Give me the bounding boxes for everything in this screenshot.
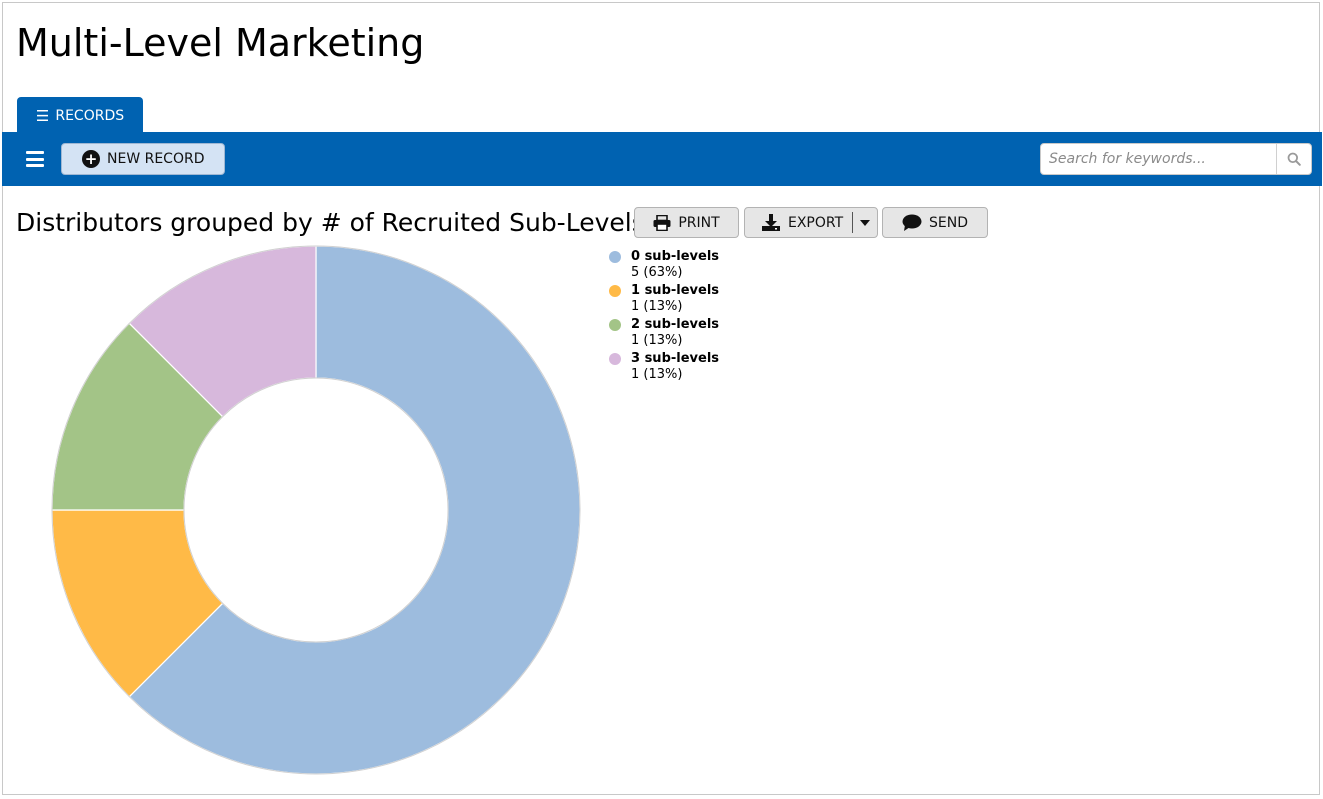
legend-label: 1 sub-levels [631, 283, 720, 298]
legend-dot [609, 353, 621, 365]
export-dropdown-toggle[interactable] [852, 212, 877, 233]
legend-item[interactable]: 1 sub-levels 1 (13%) [609, 283, 719, 315]
chart-legend: 0 sub-levels 5 (63%) 1 sub-levels 1 (13%) 2 … [609, 249, 719, 385]
new-record-label: NEW RECORD [107, 151, 205, 167]
caret-down-icon [860, 219, 870, 226]
legend-value: 1 (13%) [631, 367, 683, 382]
donut-hole-outline [183, 377, 449, 643]
legend-label: 0 sub-levels [631, 249, 720, 264]
legend-item[interactable]: 3 sub-levels 1 (13%) [609, 351, 719, 383]
hamburger-icon[interactable] [24, 148, 46, 170]
report-title: Distributors grouped by # of Recruited S… [16, 208, 645, 237]
send-button[interactable]: SEND [882, 207, 988, 238]
toolbar: + NEW RECORD [2, 132, 1322, 186]
tab-records[interactable]: ☰ RECORDS [17, 97, 143, 132]
search-button[interactable] [1276, 144, 1311, 174]
export-label: EXPORT [788, 214, 844, 231]
list-icon: ☰ [35, 106, 50, 125]
legend-item[interactable]: 0 sub-levels 5 (63%) [609, 249, 719, 281]
send-label: SEND [929, 214, 968, 231]
search-box [1040, 143, 1312, 175]
search-icon [1287, 152, 1301, 166]
printer-icon [653, 214, 671, 231]
legend-label: 3 sub-levels [631, 351, 720, 366]
plus-circle-icon: + [82, 150, 100, 168]
legend-dot [609, 251, 621, 263]
search-input[interactable] [1041, 144, 1276, 174]
legend-value: 5 (63%) [631, 265, 683, 280]
print-label: PRINT [678, 214, 720, 231]
export-button[interactable]: EXPORT [744, 207, 878, 238]
new-record-button[interactable]: + NEW RECORD [61, 143, 225, 175]
download-icon [761, 213, 781, 232]
print-button[interactable]: PRINT [634, 207, 739, 238]
legend-dot [609, 285, 621, 297]
speech-bubble-icon [902, 214, 922, 232]
legend-value: 1 (13%) [631, 333, 683, 348]
donut-outline [51, 245, 581, 775]
legend-dot [609, 319, 621, 331]
app-title: Multi-Level Marketing [16, 21, 425, 65]
legend-value: 1 (13%) [631, 299, 683, 314]
legend-label: 2 sub-levels [631, 317, 720, 332]
tab-records-label: RECORDS [55, 107, 125, 124]
donut-chart [51, 245, 581, 775]
legend-item[interactable]: 2 sub-levels 1 (13%) [609, 317, 719, 349]
